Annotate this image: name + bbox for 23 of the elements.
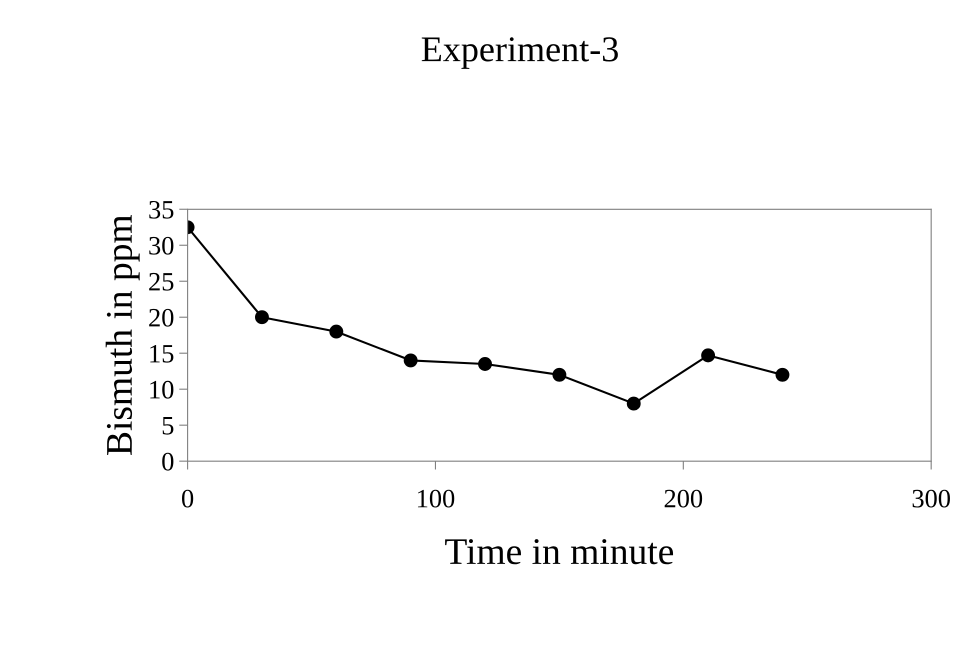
x-tick-label: 200 <box>664 490 702 508</box>
point <box>404 353 418 368</box>
point <box>776 368 790 382</box>
y-tick-label: 25 <box>149 272 174 291</box>
point <box>255 310 269 324</box>
y-tick-label: 35 <box>149 200 174 219</box>
chart-title: Experiment-3 <box>422 37 618 69</box>
y-tick-label: 30 <box>149 236 174 255</box>
y-axis-title: Bismuth in ppm <box>106 214 140 455</box>
x-tick-label: 100 <box>418 490 454 508</box>
y-tick-label: 10 <box>150 380 174 399</box>
y-tick-label: 5 <box>162 417 174 435</box>
point <box>701 348 716 362</box>
y-tick-label: 0 <box>162 452 174 471</box>
x-tick-label: 300 <box>912 490 950 508</box>
point <box>626 396 641 411</box>
y-tick-label: 15 <box>150 344 174 363</box>
point <box>329 324 344 339</box>
x-tick-label: 0 <box>182 490 194 508</box>
x-axis-title: Time in minute <box>445 539 674 564</box>
point <box>478 357 492 371</box>
point <box>552 368 566 382</box>
y-tick-label: 20 <box>149 308 174 327</box>
